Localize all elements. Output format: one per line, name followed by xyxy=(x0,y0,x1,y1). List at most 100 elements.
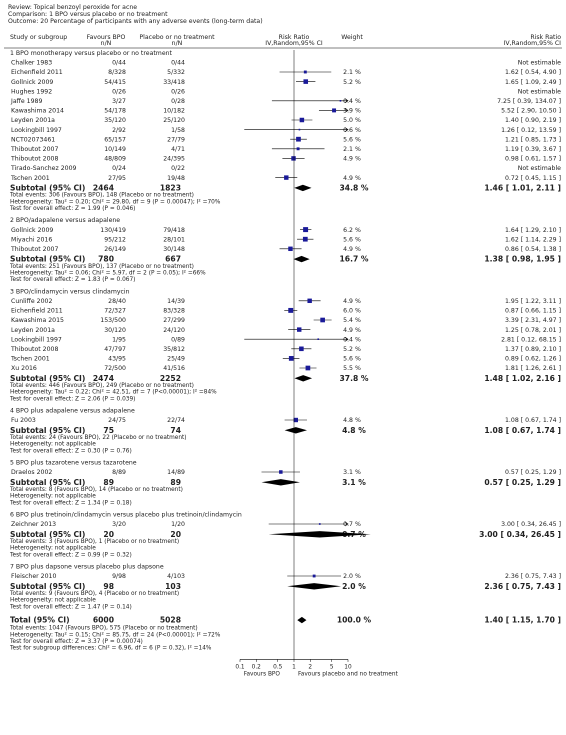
subgroup-3-study-4-name: Leyden 2001a xyxy=(11,327,55,334)
subgroup-5-subtotal-rr: 0.57 [ 0.25, 1.29 ] xyxy=(484,478,561,487)
subgroup-7-subtotal-weight: 2.0 % xyxy=(342,582,366,591)
review-line: Review: Topical benzoyl peroxide for acn… xyxy=(8,4,138,11)
subgroup-3-study-7-exp: 43/95 xyxy=(108,356,126,363)
subgroup-1-study-6-arrow xyxy=(344,108,349,113)
total-note-1: Total events: 1047 (Favours BPO), 575 (P… xyxy=(9,626,198,632)
favours-right-label: Favours placebo and no treatment xyxy=(298,671,399,677)
subgroup-5-study-1-weight: 3.1 % xyxy=(343,469,361,476)
subgroup-2-study-3-exp: 26/149 xyxy=(104,246,126,253)
subgroup-3-study-4-rr: 1.25 [ 0.78, 2.01 ] xyxy=(505,327,561,334)
subgroup-6-subtotal-exp: 20 xyxy=(103,530,114,539)
subgroup-1-study-10-ctl: 4/71 xyxy=(171,146,185,153)
subgroup-1-study-1-rr: Not estimable xyxy=(518,60,561,67)
subgroup-7-study-1-marker xyxy=(312,574,316,578)
subgroup-2-note-3: Test for overall effect: Z = 1.83 (P = 0… xyxy=(9,277,135,283)
subgroup-2-subtotal-weight: 16.7 % xyxy=(340,255,369,264)
subgroup-1-study-6-exp: 54/178 xyxy=(104,108,126,115)
subgroup-5-note-3: Test for overall effect: Z = 1.34 (P = 0… xyxy=(9,500,132,506)
subgroup-3-study-7-rr: 0.89 [ 0.62, 1.26 ] xyxy=(505,356,561,363)
subgroup-1-study-8-weight: 0.6 % xyxy=(343,127,361,134)
subgroup-1-study-10-exp: 10/149 xyxy=(104,146,126,153)
subgroup-2-subtotal-rr: 1.38 [ 0.98, 1.95 ] xyxy=(484,255,561,264)
subgroup-3-study-3-rr: 3.39 [ 2.31, 4.97 ] xyxy=(505,317,561,324)
col-rr2-header: Risk Ratio xyxy=(530,34,561,41)
subgroup-2-subtotal-diamond xyxy=(293,255,310,263)
subgroup-5-subtotal-diamond xyxy=(261,479,300,486)
subgroup-6-note-2: Heterogeneity: not applicable xyxy=(10,546,96,552)
subgroup-2-title: 2 BPO/adapalene versus adapalene xyxy=(10,217,120,224)
subgroup-1-study-7-exp: 35/120 xyxy=(104,117,126,124)
subgroup-3-study-5-ctl: 0/89 xyxy=(171,336,185,343)
subgroup-1-study-8-name: Lookingbill 1997 xyxy=(11,127,62,134)
subgroup-5-note-1: Total events: 8 (Favours BPO), 14 (Place… xyxy=(9,487,183,493)
subgroup-1-study-1-name: Chalker 1983 xyxy=(11,60,52,67)
subgroup-2-study-1-exp: 130/419 xyxy=(100,227,126,234)
subgroup-1-study-3-name: Gollnick 2009 xyxy=(11,79,53,86)
subgroup-6-study-1-ctl: 1/20 xyxy=(171,521,185,528)
subgroup-4-study-1-marker xyxy=(293,417,298,423)
subgroup-7-subtotal-exp: 98 xyxy=(103,582,114,591)
subgroup-1-study-9-weight: 5.6 % xyxy=(343,136,361,143)
subgroup-2-study-1-marker xyxy=(303,227,309,233)
subgroup-2-study-2-exp: 95/212 xyxy=(104,236,126,243)
subgroup-7-note-1: Total events: 9 (Favours BPO), 4 (Placeb… xyxy=(9,591,179,597)
subgroup-2-study-3-weight: 4.9 % xyxy=(343,246,361,253)
subgroup-6-study-1-weight: 0.7 % xyxy=(343,521,361,528)
subgroup-3-note-3: Test for overall effect: Z = 2.06 (P = 0… xyxy=(9,396,135,402)
subgroup-3-study-8-weight: 5.5 % xyxy=(343,365,361,372)
favours-left-label: Favours BPO xyxy=(244,671,281,677)
subgroup-1-study-11-weight: 4.9 % xyxy=(343,156,361,163)
subgroup-1-study-8-exp: 2/92 xyxy=(112,127,126,134)
subgroup-1-study-3-weight: 5.2 % xyxy=(343,79,361,86)
total-label: Total (95% CI) xyxy=(10,616,70,625)
subgroup-6-note-3: Test for overall effect: Z = 0.99 (P = 0… xyxy=(9,552,132,558)
subgroup-3-study-7-name: Tschen 2001 xyxy=(10,356,50,363)
col-weight-header: Weight xyxy=(341,34,363,41)
subgroup-6-note-1: Total events: 3 (Favours BPO), 1 (Placeb… xyxy=(9,539,179,545)
subgroup-1-study-6-rr: 5.52 [ 2.90, 10.50 ] xyxy=(501,108,561,115)
subgroup-1-title: 1 BPO monotherapy versus placebo or no t… xyxy=(10,50,173,57)
subgroup-1-study-13-exp: 27/95 xyxy=(108,175,126,182)
subgroup-3-study-8-ctl: 41/516 xyxy=(163,365,185,372)
subgroup-1-study-3-marker xyxy=(303,79,309,84)
outcome-line: Outcome: 20 Percentage of participants w… xyxy=(8,18,263,25)
subgroup-1-study-9-name: NCT02073461 xyxy=(11,136,55,143)
subgroup-3-study-2-weight: 6.0 % xyxy=(343,308,361,315)
subgroup-1-study-12-ctl: 0/22 xyxy=(171,165,185,172)
x-tick-label-1: 0.1 xyxy=(235,664,245,670)
subgroup-1-study-4-name: Hughes 1992 xyxy=(11,88,52,95)
subgroup-4-subtotal-label: Subtotal (95% CI) xyxy=(10,426,85,435)
subgroup-3-study-4-marker xyxy=(297,327,302,332)
subgroup-2-study-2-weight: 5.6 % xyxy=(343,236,361,243)
subgroup-1-study-2-marker xyxy=(303,70,307,74)
col-rr-method: IV,Random,95% CI xyxy=(265,40,323,47)
subgroup-1-study-7-weight: 5.0 % xyxy=(343,117,361,124)
subgroup-4-title: 4 BPO plus adapalene versus adapalene xyxy=(10,408,135,415)
subgroup-5-study-1-marker xyxy=(279,470,283,474)
subgroup-1-study-4-ctl: 0/26 xyxy=(171,88,185,95)
subgroup-1-study-11-name: Thiboutot 2008 xyxy=(10,156,58,163)
subgroup-2-subtotal-ctl: 667 xyxy=(165,255,181,264)
subgroup-5-subtotal-ctl: 89 xyxy=(170,478,181,487)
subgroup-4-note-2: Heterogeneity: not applicable xyxy=(10,442,96,448)
col-study-header: Study or subgroup xyxy=(10,34,67,41)
subgroup-5-note-2: Heterogeneity: not applicable xyxy=(10,494,96,500)
subgroup-1-study-11-rr: 0.98 [ 0.61, 1.57 ] xyxy=(505,156,561,163)
subgroup-1-subtotal-weight: 34.8 % xyxy=(340,183,369,192)
subgroup-1-study-7-name: Leyden 2001a xyxy=(11,117,55,124)
subgroup-1-study-7-marker xyxy=(299,117,305,123)
subgroup-2-study-2-rr: 1.62 [ 1.14, 2.29 ] xyxy=(505,236,561,243)
subgroup-3-study-3-name: Kawashima 2015 xyxy=(11,317,64,324)
x-tick-label-2: 0.2 xyxy=(252,664,262,670)
subgroup-6-subtotal-label: Subtotal (95% CI) xyxy=(10,530,85,539)
subgroup-1-study-8-marker xyxy=(298,128,301,131)
subgroup-2-study-3-marker xyxy=(288,246,293,252)
total-note-2: Heterogeneity: Tau² = 0.15; Chi² = 85.75… xyxy=(10,631,221,638)
subgroup-3-study-8-exp: 72/500 xyxy=(104,365,126,372)
subgroup-3-study-6-weight: 5.2 % xyxy=(343,346,361,353)
subgroup-1-study-8-arrow xyxy=(344,127,349,132)
subgroup-3-note-1: Total events: 446 (Favours BPO), 249 (Pl… xyxy=(9,383,194,389)
subgroup-3-subtotal-label: Subtotal (95% CI) xyxy=(10,374,85,383)
subgroup-1-study-12-exp: 0/24 xyxy=(112,165,126,172)
subgroup-3-study-1-exp: 28/40 xyxy=(108,298,126,305)
